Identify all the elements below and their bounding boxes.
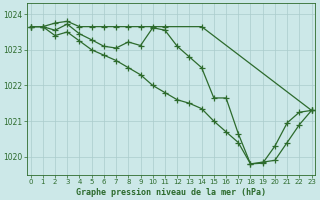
X-axis label: Graphe pression niveau de la mer (hPa): Graphe pression niveau de la mer (hPa) (76, 188, 266, 197)
